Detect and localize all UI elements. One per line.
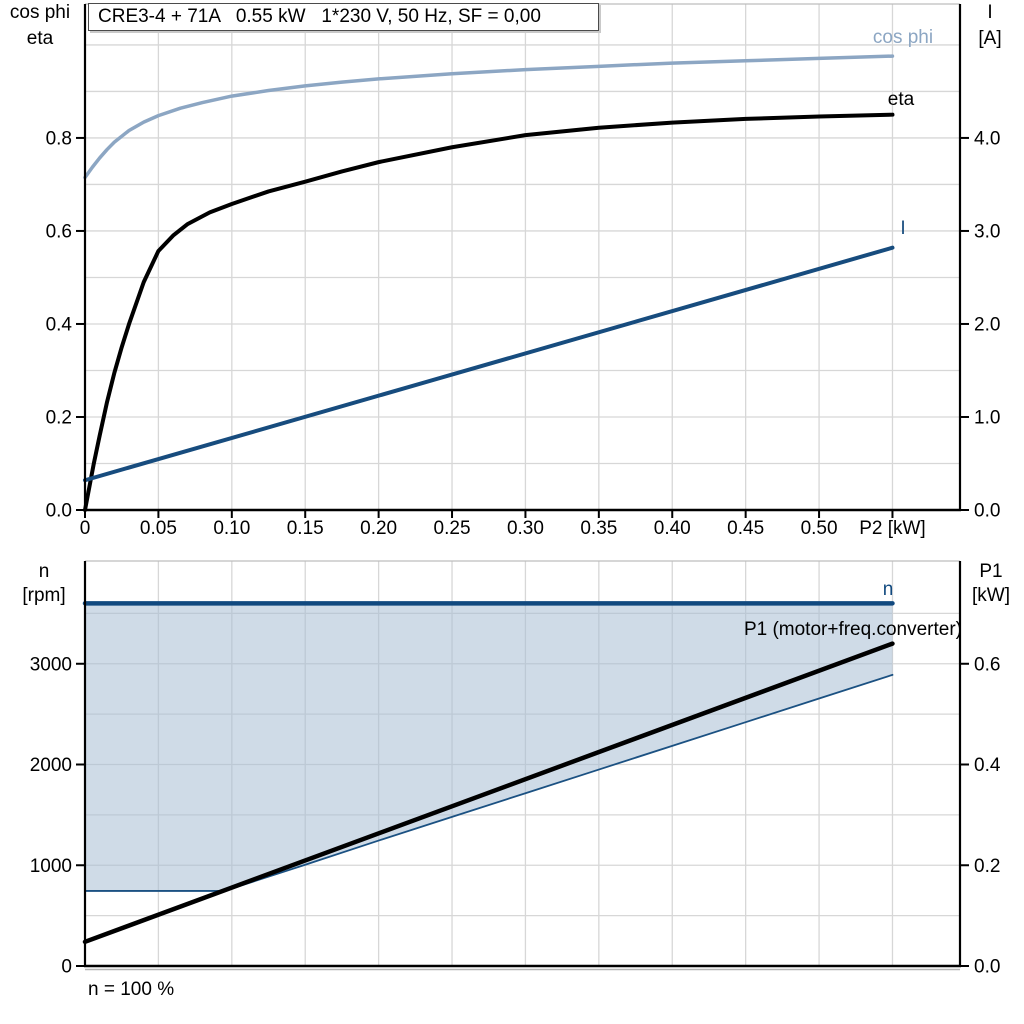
top-right-axis-unit-amps: [A] [978, 28, 1002, 49]
y-right-tick-label: 4.0 [974, 128, 1000, 149]
speed-percent-annotation: n = 100 % [88, 979, 175, 1000]
y-left-tick-label: 1000 [30, 856, 72, 877]
x-tick-label: 0.10 [213, 518, 250, 539]
x-tick-label: 0.30 [507, 518, 544, 539]
cos-phi-curve-label: cos phi [872, 27, 934, 48]
current-curve-label: I [900, 218, 906, 239]
series-n-min [84, 673, 894, 892]
y-left-tick-label: 0.4 [46, 314, 73, 335]
bottom-right-axis-unit-kw: [kW] [972, 585, 1010, 606]
series-cos-phi [83, 54, 895, 180]
speed-range-fill [85, 603, 893, 891]
x-tick-label: 0.20 [360, 518, 397, 539]
top-left-axis-label-eta: eta [26, 28, 54, 49]
series-p1-motor-freq-converter [82, 641, 895, 945]
series-eta [83, 112, 895, 512]
x-tick-label: 0.05 [140, 518, 177, 539]
top-right-axis-label-current: I [987, 2, 993, 23]
bottom-right-axis-label-p1: P1 [979, 561, 1003, 582]
y-left-tick-label: 0.0 [46, 501, 72, 522]
x-tick-label: 0.15 [287, 518, 324, 539]
x-tick-label: 0.45 [727, 518, 764, 539]
x-tick-label: P2 [kW] [859, 518, 926, 539]
y-right-tick-label: 3.0 [974, 221, 1000, 242]
y-right-tick-label: 1.0 [974, 407, 1000, 428]
p1-curve-label: P1 (motor+freq.converter) [743, 619, 962, 640]
bottom-left-axis-label-speed: n [38, 561, 50, 582]
y-right-tick-label: 2.0 [974, 314, 1000, 335]
series-i [83, 245, 895, 483]
y-right-tick-label: 0.6 [974, 654, 1000, 675]
y-left-tick-label: 0.8 [46, 128, 72, 149]
chart-title: CRE3-4 + 71A 0.55 kW 1*230 V, 50 Hz, SF … [88, 3, 599, 31]
y-left-tick-label: 0.6 [46, 221, 72, 242]
top-left-axis-label-cos-phi: cos phi [9, 2, 71, 23]
y-left-tick-label: 0 [61, 957, 72, 978]
y-right-tick-label: 0.2 [974, 856, 1000, 877]
y-left-tick-label: 3000 [30, 654, 72, 675]
eta-curve-label: eta [887, 89, 915, 110]
y-left-tick-label: 0.2 [46, 407, 72, 428]
y-right-tick-label: 0.0 [974, 957, 1000, 978]
y-left-tick-label: 2000 [30, 755, 72, 776]
y-right-tick-label: 0.4 [974, 755, 1001, 776]
bottom-left-axis-unit-rpm: [rpm] [22, 585, 66, 606]
y-right-tick-label: 0.0 [974, 501, 1000, 522]
x-tick-label: 0.35 [580, 518, 617, 539]
speed-curve-label: n [882, 579, 894, 600]
x-tick-label: 0.40 [654, 518, 691, 539]
x-tick-label: 0.25 [434, 518, 471, 539]
x-tick-label: 0.50 [801, 518, 838, 539]
x-tick-label: 0 [80, 518, 91, 539]
